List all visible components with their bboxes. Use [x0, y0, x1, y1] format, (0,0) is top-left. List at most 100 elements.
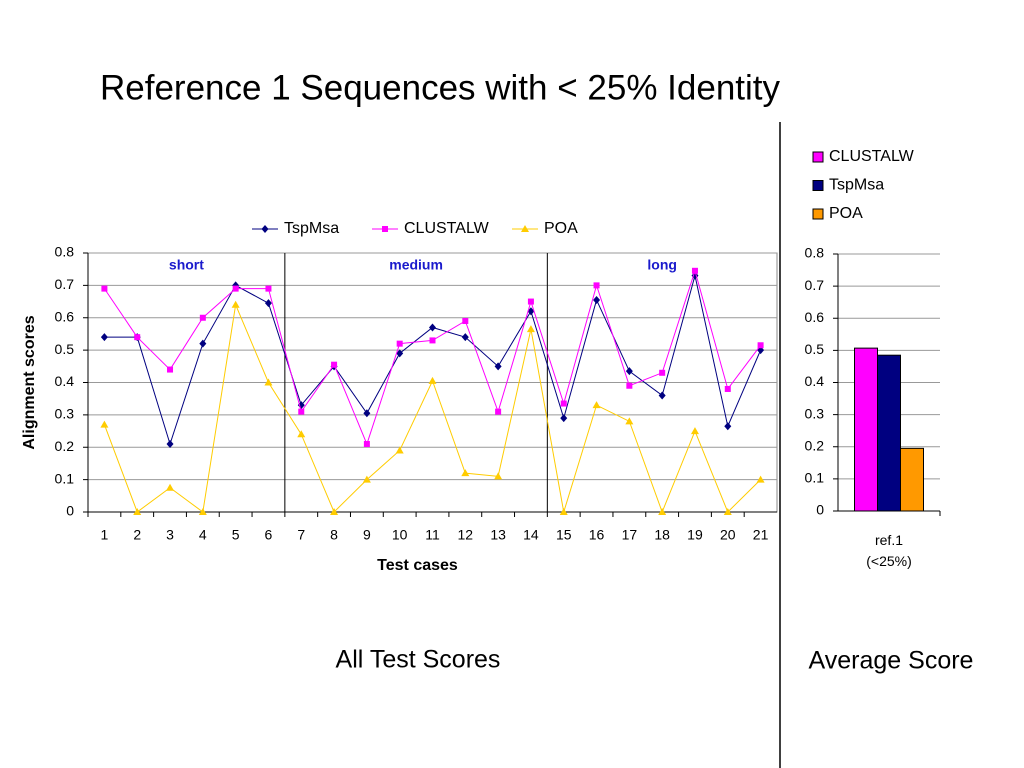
y-tick-label: 0.2: [805, 437, 825, 453]
legend-marker: [261, 225, 269, 233]
marker: [100, 333, 108, 342]
x-tick-label: ref.1 (<25%): [866, 532, 912, 569]
marker: [331, 361, 338, 368]
marker: [166, 483, 175, 491]
marker: [495, 408, 502, 415]
series-line: [103, 269, 761, 446]
marker: [232, 285, 239, 292]
marker: [560, 400, 567, 407]
legend-swatch: [812, 180, 824, 191]
section-label: medium: [389, 257, 443, 273]
marker: [363, 409, 371, 418]
x-tick-label: 18: [654, 527, 670, 543]
marker: [526, 325, 535, 333]
legend-label: TspMsa: [284, 220, 339, 237]
marker: [298, 408, 305, 415]
series-line: [104, 275, 762, 446]
marker: [265, 285, 272, 292]
marker: [527, 307, 535, 316]
x-tick-label: 16: [589, 527, 605, 543]
marker: [494, 362, 502, 371]
marker: [396, 349, 404, 358]
y-tick-label: 0.2: [55, 438, 75, 454]
x-tick-label: 8: [330, 527, 338, 543]
marker: [134, 334, 141, 341]
caption: All Test Scores: [336, 646, 501, 674]
legend-label: CLUSTALW: [404, 220, 490, 237]
y-tick-label: 0.7: [55, 276, 75, 292]
x-tick-label: 6: [265, 527, 273, 543]
marker: [133, 508, 142, 515]
marker: [396, 340, 403, 347]
x-tick-label: 15: [556, 527, 572, 543]
marker: [658, 391, 666, 400]
legend-label: CLUSTALW: [829, 148, 915, 165]
marker: [691, 267, 698, 274]
x-tick-label: 4: [199, 527, 207, 543]
marker: [625, 417, 634, 425]
marker: [592, 401, 601, 409]
legend-swatch: [812, 151, 824, 163]
x-axis-label: Test cases: [377, 557, 458, 574]
marker: [494, 472, 503, 480]
y-tick-label: 0.6: [805, 309, 825, 325]
marker: [199, 314, 206, 321]
marker: [429, 337, 436, 344]
y-tick-label: 0: [66, 503, 74, 519]
marker: [659, 369, 666, 376]
marker: [363, 441, 370, 448]
y-tick-label: 0.5: [805, 341, 825, 357]
marker: [428, 376, 437, 384]
y-tick-label: 0.4: [55, 373, 75, 389]
marker: [264, 299, 272, 308]
y-tick-label: 0.1: [55, 470, 75, 486]
marker: [167, 366, 174, 373]
marker: [593, 295, 601, 304]
x-tick-label: 7: [297, 527, 305, 543]
marker: [461, 469, 470, 477]
marker: [757, 342, 764, 349]
marker: [462, 317, 469, 324]
y-tick-label: 0.4: [805, 373, 825, 389]
y-tick-label: 0.3: [805, 405, 825, 421]
x-tick-label: 21: [753, 527, 769, 543]
marker: [330, 508, 339, 515]
marker: [199, 339, 207, 348]
legend-marker: [382, 226, 388, 232]
marker: [626, 382, 633, 389]
section-label: short: [169, 257, 204, 273]
y-tick-label: 0.8: [805, 245, 825, 261]
marker: [362, 475, 371, 483]
y-tick-label: 0.7: [805, 277, 825, 293]
marker: [231, 300, 240, 308]
marker: [395, 446, 404, 454]
marker: [166, 440, 174, 449]
marker: [690, 427, 699, 435]
section-label: long: [647, 257, 677, 273]
x-tick-label: 9: [363, 527, 371, 543]
x-tick-label: 2: [133, 527, 141, 543]
bar: [900, 447, 924, 512]
x-tick-label: 12: [458, 527, 474, 543]
y-tick-label: 0.3: [55, 406, 75, 422]
marker: [723, 508, 732, 515]
series-line: [103, 302, 761, 514]
x-tick-label: 5: [232, 527, 240, 543]
marker: [658, 508, 667, 515]
x-tick-label: 3: [166, 527, 174, 543]
marker: [297, 430, 306, 438]
marker: [560, 414, 568, 423]
y-axis-label: Alignment scores: [21, 315, 38, 449]
marker: [724, 385, 731, 392]
x-tick-label: 1: [101, 527, 109, 543]
caption: Average Score: [809, 647, 974, 675]
x-tick-label: 19: [687, 527, 703, 543]
marker: [724, 422, 732, 431]
y-tick-label: 0: [816, 502, 824, 518]
marker: [101, 285, 108, 292]
marker: [461, 333, 469, 342]
y-tick-label: 0.6: [55, 308, 75, 324]
marker: [625, 367, 633, 376]
slide-title: Reference 1 Sequences with < 25% Identit…: [100, 68, 781, 107]
